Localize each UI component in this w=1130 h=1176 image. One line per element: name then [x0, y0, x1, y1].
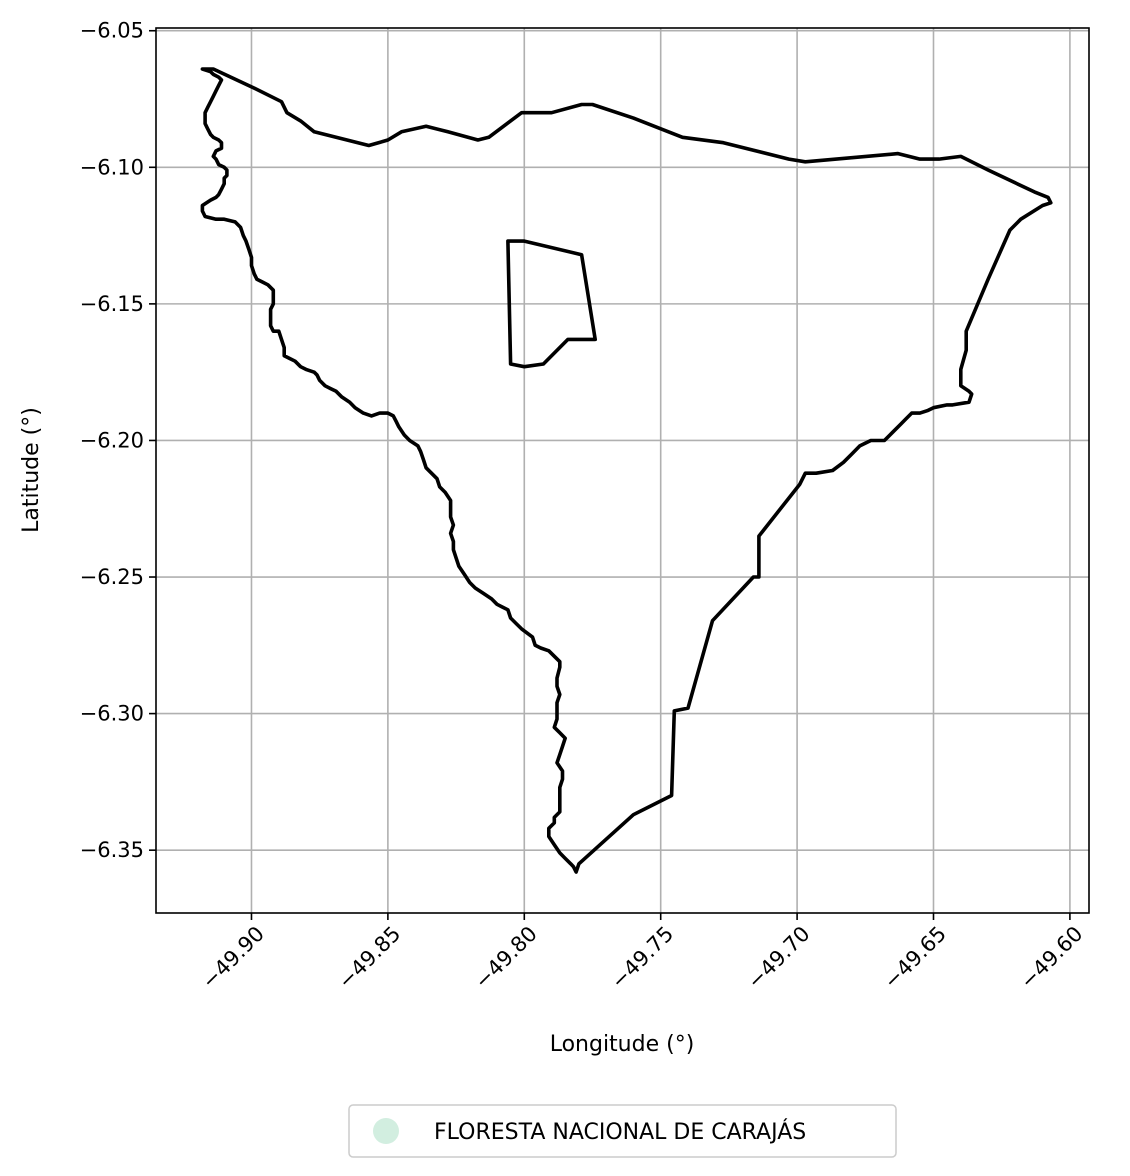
y-tick-label: −6.30 — [80, 702, 144, 726]
plot-frame — [155, 27, 1090, 914]
x-tick-label: −49.70 — [743, 922, 815, 994]
y-tick-label: −6.25 — [80, 565, 144, 589]
y-tick-label: −6.20 — [80, 428, 144, 452]
boundary-layer — [200, 67, 1053, 874]
x-tick-label: −49.60 — [1016, 922, 1088, 994]
y-tick-label: −6.35 — [80, 838, 144, 862]
legend-label: FLORESTA NACIONAL DE CARAJÁS — [434, 1119, 806, 1145]
x-tick-label: −49.90 — [197, 922, 269, 994]
axis-ticks: −49.90 −49.85 −49.80 −49.75 −49.70 −49.65 −49.… — [80, 19, 1088, 994]
x-axis-title: Longitude (°) — [550, 1032, 695, 1057]
y-axis-title: Latitude (°) — [19, 407, 44, 533]
x-tick-label: −49.65 — [879, 922, 951, 994]
legend-marker — [373, 1118, 399, 1144]
legend-box — [348, 1104, 897, 1158]
legend: FLORESTA NACIONAL DE CARAJÁS — [348, 1104, 897, 1158]
x-tick-label: −49.85 — [333, 922, 405, 994]
y-tick-label: −6.10 — [80, 155, 144, 179]
y-tick-label: −6.15 — [80, 292, 144, 316]
y-tick-label: −6.05 — [80, 19, 144, 43]
gridlines — [156, 28, 1089, 913]
inner-boundary-line — [506, 239, 598, 369]
outer-boundary-line — [200, 67, 1053, 874]
x-tick-label: −49.80 — [470, 922, 542, 994]
x-tick-label: −49.75 — [606, 922, 678, 994]
